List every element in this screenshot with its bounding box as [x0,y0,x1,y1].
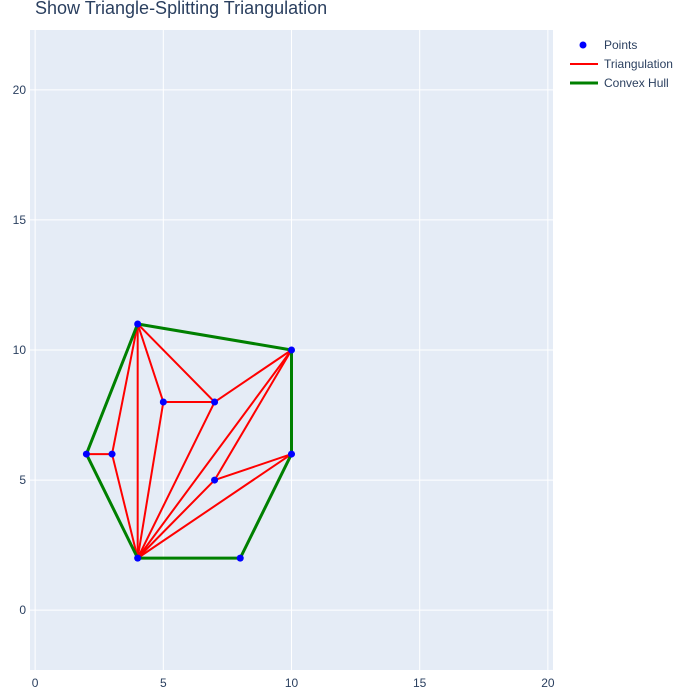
legend-label: Triangulation [604,57,673,71]
data-point [134,320,142,328]
data-point [134,554,142,562]
triangulation-edge [111,453,139,560]
triangulation-edge [213,349,293,404]
y-tick-label: 5 [19,473,26,487]
triangulation-edge [136,349,293,560]
triangulation-edge [136,401,216,560]
chart-title: Show Triangle-Splitting Triangulation [35,0,328,18]
data-point [288,450,295,458]
data-point [108,450,116,458]
legend-label: Convex Hull [604,76,669,90]
legend-label: Points [604,38,637,52]
tick-labels: 0 5 10 15 20 0 5 10 15 20 [13,83,555,690]
triangulation-edge [213,453,293,482]
triangulation-layer [85,322,293,560]
y-tick-label: 20 [13,83,27,97]
triangulation-edge [111,322,139,456]
triangulation-edge [213,349,293,482]
grid-layer [30,30,553,670]
triangulation-edge [136,322,165,404]
legend-marker-points-icon [579,41,587,49]
points-layer [82,320,295,562]
triangulation-edge [136,453,293,560]
legend[interactable]: Points Triangulation Convex Hull [570,38,673,90]
data-point [159,398,167,406]
legend-item[interactable]: Triangulation [570,57,673,71]
x-tick-label: 20 [541,676,555,690]
y-tick-label: 0 [19,603,26,617]
data-point [82,450,90,458]
triangulation-edge [136,322,216,404]
x-tick-label: 10 [285,676,299,690]
triangulation-edge [136,401,165,560]
data-point [211,398,219,406]
data-point [211,476,219,484]
x-tick-label: 15 [413,676,427,690]
x-tick-label: 5 [160,676,167,690]
data-point [288,346,295,354]
x-tick-label: 0 [32,676,39,690]
y-tick-label: 10 [13,343,27,357]
triangulation-edge [136,479,216,560]
legend-item[interactable]: Convex Hull [570,76,669,90]
y-tick-label: 15 [13,213,27,227]
data-point [236,554,244,562]
legend-item[interactable]: Points [579,38,638,52]
